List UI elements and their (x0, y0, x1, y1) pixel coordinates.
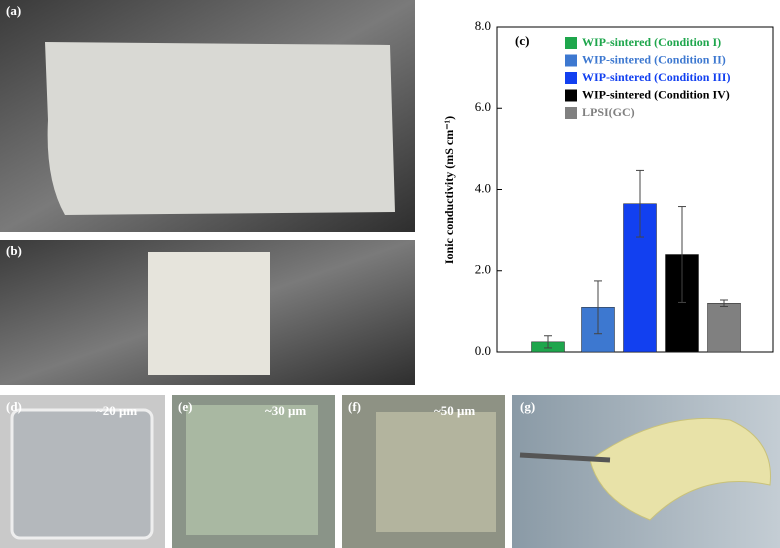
y-tick-label: 8.0 (475, 18, 491, 33)
y-tick-label: 6.0 (475, 99, 491, 114)
sheet (45, 42, 395, 215)
chart: (c) Ionic conductivity (mS cm⁻¹) 0.0 2.0 4… (442, 18, 774, 358)
y-tick-label: 2.0 (475, 262, 491, 277)
panel-label: (d) (6, 399, 22, 414)
thickness-label: ~20 μm (96, 403, 137, 418)
legend-swatch (565, 54, 577, 67)
legend-swatch (565, 89, 577, 102)
legend-label: WIP-sintered (Condition IV) (582, 87, 730, 101)
panel-label: (e) (178, 399, 192, 414)
legend-label: WIP-sintered (Condition I) (582, 35, 721, 49)
sheet (10, 408, 154, 540)
bar (707, 303, 741, 353)
legend-swatch (565, 107, 577, 119)
legend-label: LPSI(GC) (582, 105, 635, 119)
panel-label: (c) (515, 33, 529, 48)
sheet (186, 405, 318, 535)
tweezers (519, 452, 611, 463)
panel-label: (f) (348, 399, 361, 414)
y-tick-label: 0.0 (475, 343, 491, 358)
sheet (589, 417, 771, 521)
thickness-label: ~30 μm (265, 403, 306, 418)
panel-label: (g) (520, 399, 535, 414)
legend-label: WIP-sintered (Condition III) (582, 70, 730, 84)
panel-label: (b) (6, 243, 22, 258)
legend-swatch (565, 37, 577, 49)
sheet (148, 252, 270, 375)
legend-label: WIP-sintered (Condition II) (582, 52, 726, 66)
legend-swatch (565, 72, 577, 84)
y-tick-label: 4.0 (475, 180, 491, 195)
y-axis-label: Ionic conductivity (mS cm⁻¹) (442, 116, 456, 264)
thickness-label: ~50 μm (434, 403, 475, 418)
panel-label: (a) (6, 3, 21, 18)
sheet (376, 412, 496, 532)
